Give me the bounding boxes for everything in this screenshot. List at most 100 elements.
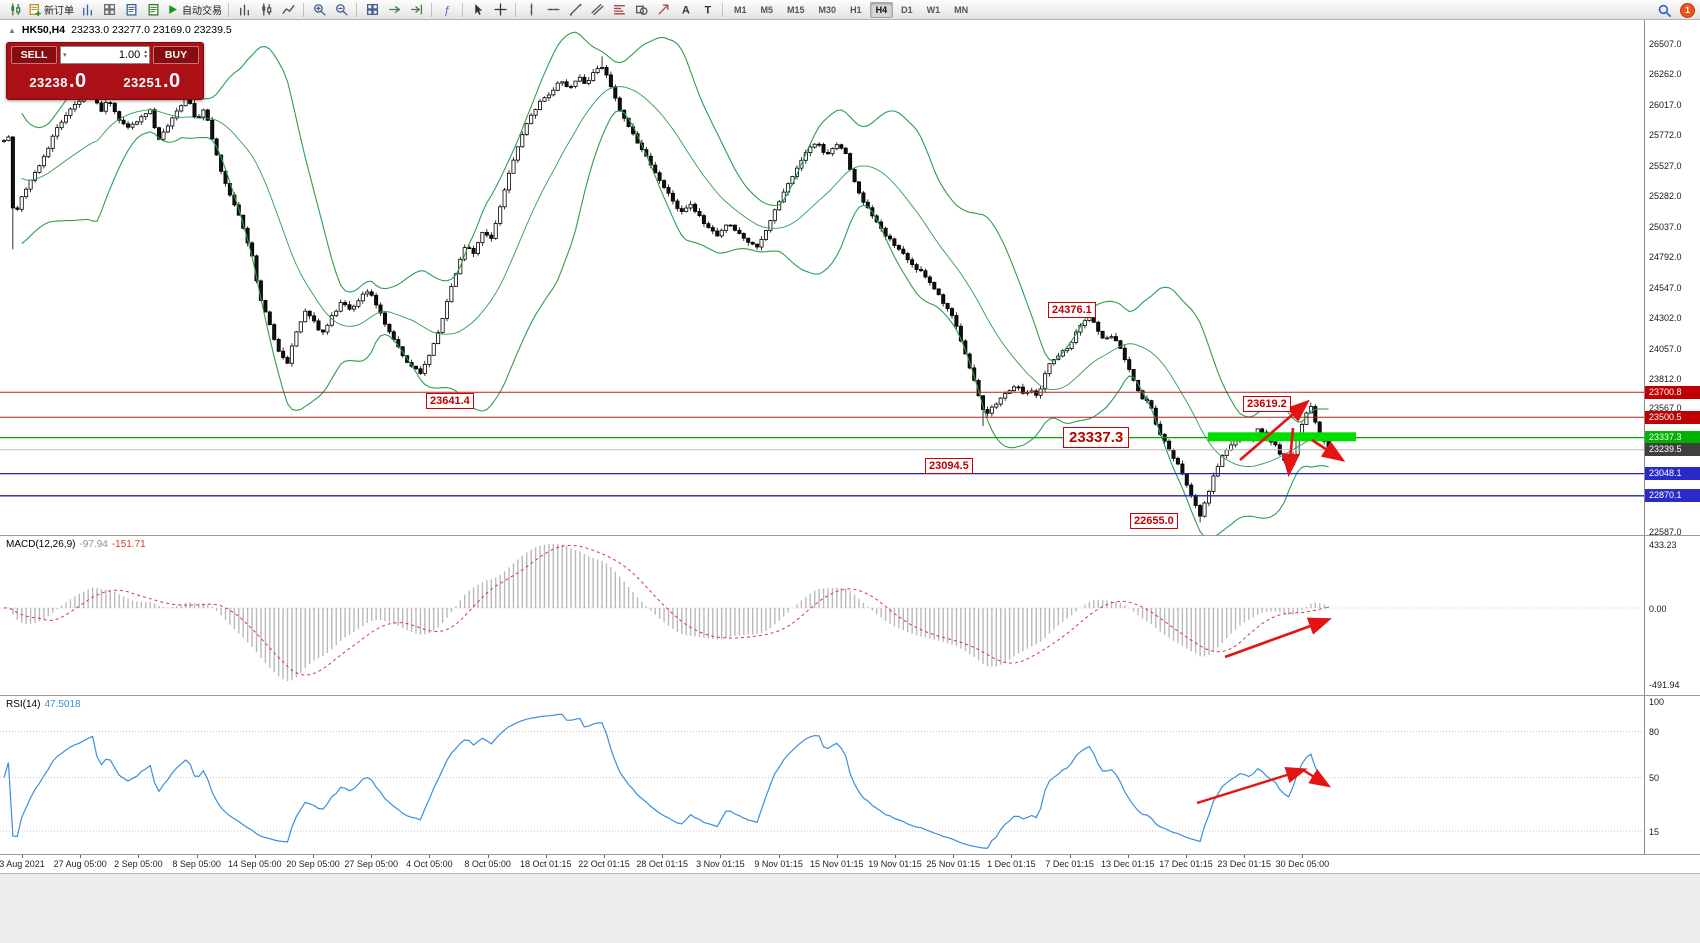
time-axis-label: 9 Nov 01:15 xyxy=(754,859,803,869)
axis-price-tag: 23048.1 xyxy=(1645,467,1700,481)
axis-price-label: 26017.0 xyxy=(1649,99,1682,110)
time-axis-tick xyxy=(604,855,605,858)
tile-windows-icon[interactable] xyxy=(361,1,383,19)
volume-field[interactable]: ▾ ▴▾ xyxy=(60,46,150,64)
axis-price-label: 25772.0 xyxy=(1649,130,1682,140)
zoom-out-icon[interactable] xyxy=(330,1,352,19)
buy-price[interactable]: 23251.0 xyxy=(123,69,181,92)
axis-price-label: 23567.0 xyxy=(1649,402,1682,413)
vertical-line-icon[interactable] xyxy=(520,1,542,19)
timeframe-button-h1[interactable]: H1 xyxy=(850,4,862,15)
axis-price-label: 24302.0 xyxy=(1649,313,1682,323)
chart-window: 26507.0 26262.0 26017.0 25772.0 25527.0 25282… xyxy=(0,20,1700,873)
shapes-icon[interactable] xyxy=(630,1,652,19)
time-axis-tick xyxy=(836,855,838,858)
timeframe-button-h4[interactable]: H4 xyxy=(869,1,894,18)
timebar-divider xyxy=(0,854,1700,855)
price-annotation[interactable]: 23337.3 xyxy=(1063,427,1130,448)
time-axis-tick xyxy=(313,855,314,858)
new-chart-icon[interactable] xyxy=(4,1,26,19)
axis-price-label: 25037.0 xyxy=(1649,221,1682,232)
price-annotation[interactable]: 23641.4 xyxy=(426,393,474,409)
search-icon[interactable] xyxy=(1653,1,1675,19)
rsi-panel-canvas[interactable] xyxy=(0,696,1644,854)
zoom-in-icon[interactable] xyxy=(308,1,330,19)
crosshair-icon[interactable] xyxy=(489,1,511,19)
timeframe-button-m15[interactable]: M15 xyxy=(787,4,805,15)
charts-menu-icon[interactable] xyxy=(76,1,98,19)
text-icon[interactable]: A xyxy=(674,1,696,19)
new-order-button[interactable]: 新订单 xyxy=(26,1,76,19)
horizontal-line-icon[interactable] xyxy=(542,1,564,19)
volume-up-icon[interactable]: ▴ xyxy=(144,48,147,55)
time-axis-tick xyxy=(196,855,198,858)
time-axis-label: 27 Aug 05:00 xyxy=(53,859,107,869)
auto-scroll-icon[interactable] xyxy=(383,1,405,19)
time-axis-label: 7 Dec 01:15 xyxy=(1045,859,1094,869)
volume-input[interactable] xyxy=(68,48,143,62)
time-axis-label: 8 Sep 05:00 xyxy=(172,859,221,869)
price-annotation[interactable]: 22655.0 xyxy=(1130,513,1178,529)
macd-panel-canvas[interactable] xyxy=(0,536,1644,695)
market-watch-icon[interactable] xyxy=(120,1,142,19)
toolbar-icon-group: 新订单 自动交易 ƒ A T xyxy=(4,0,727,19)
price-annotation[interactable]: 23094.5 xyxy=(925,458,973,474)
macd-panel-divider[interactable] xyxy=(0,535,1700,536)
time-axis-tick xyxy=(545,855,547,858)
time-axis-label: 25 Nov 01:15 xyxy=(926,859,980,869)
channel-icon[interactable] xyxy=(586,1,608,19)
rsi-panel-divider[interactable] xyxy=(0,695,1700,696)
toolbar: 新订单 自动交易 ƒ A T M1 M5 M15 M30 H1 H4 D1 W1 MN 1 xyxy=(0,0,1700,20)
trendline-icon[interactable] xyxy=(564,1,586,19)
fibonacci-icon[interactable] xyxy=(608,1,630,19)
ohlc-values: 23233.0 23277.0 23169.0 23239.5 xyxy=(71,24,232,36)
indicators-icon[interactable]: ƒ xyxy=(436,1,458,19)
price-annotation[interactable]: 23619.2 xyxy=(1243,396,1291,412)
axis-price-label: 0.00 xyxy=(1649,603,1667,614)
axis-price-label: 433.23 xyxy=(1649,539,1677,550)
axis-price-label: -491.94 xyxy=(1649,679,1680,690)
chart-shift-icon[interactable] xyxy=(405,1,427,19)
price-annotation[interactable]: 24376.1 xyxy=(1048,302,1096,318)
notification-badge[interactable]: 1 xyxy=(1680,2,1695,18)
timeframe-button-m5[interactable]: M5 xyxy=(760,4,774,15)
data-window-icon[interactable] xyxy=(142,1,164,19)
volume-stepper[interactable]: ▴ ▾ xyxy=(144,48,147,61)
candlestick-chart-icon[interactable] xyxy=(255,1,277,19)
arrows-icon[interactable] xyxy=(652,1,674,19)
time-axis-tick xyxy=(895,855,896,858)
axis-price-label: 50 xyxy=(1649,772,1660,783)
profiles-icon[interactable] xyxy=(98,1,120,19)
buy-button[interactable]: BUY xyxy=(153,46,199,64)
toolbar-separator xyxy=(722,2,723,17)
time-axis-tick xyxy=(487,855,489,858)
axis-price-label: 24547.0 xyxy=(1649,282,1682,293)
timeframe-button-d1[interactable]: D1 xyxy=(901,4,913,15)
axis-price-label: 100 xyxy=(1649,696,1665,707)
sell-price[interactable]: 23238.0 xyxy=(29,69,87,92)
time-axis-label: 27 Sep 05:00 xyxy=(344,859,398,869)
timeframe-button-mn[interactable]: MN xyxy=(954,4,969,15)
volume-down-icon[interactable]: ▾ xyxy=(144,54,147,60)
time-axis-tick xyxy=(1069,855,1071,858)
volume-dropdown-icon[interactable]: ▾ xyxy=(63,52,67,59)
axis-price-tag: 23239.5 xyxy=(1645,443,1700,457)
time-axis-label: 2 Sep 05:00 xyxy=(114,859,163,869)
window-bottom-area xyxy=(0,873,1700,943)
auto-trading-button[interactable]: 自动交易 xyxy=(164,1,224,19)
one-click-trading-panel: SELL ▾ ▴▾ BUY 23238.0 23251.0 xyxy=(6,42,204,100)
main-chart-canvas[interactable] xyxy=(0,20,1644,535)
svg-text:A: A xyxy=(682,5,690,16)
svg-text:T: T xyxy=(704,5,711,16)
timeframe-group: M1 M5 M15 M30 H1 H4 D1 W1 MN xyxy=(727,0,975,19)
timeframe-button-w1[interactable]: W1 xyxy=(926,4,941,15)
timeframe-button-m1[interactable]: M1 xyxy=(734,4,747,15)
line-chart-icon[interactable] xyxy=(277,1,299,19)
time-scale[interactable]: 3 Aug 2021 27 Aug 05:00 2 Sep 05:00 8 Sep 0… xyxy=(0,855,1700,873)
price-scale[interactable]: 26507.0 26262.0 26017.0 25772.0 25527.0 25282… xyxy=(1644,20,1700,855)
timeframe-button-m30[interactable]: M30 xyxy=(818,4,837,15)
sell-button[interactable]: SELL xyxy=(11,46,57,64)
cursor-icon[interactable] xyxy=(467,1,489,19)
label-icon[interactable]: T xyxy=(696,1,718,19)
bar-chart-icon[interactable] xyxy=(233,1,255,19)
